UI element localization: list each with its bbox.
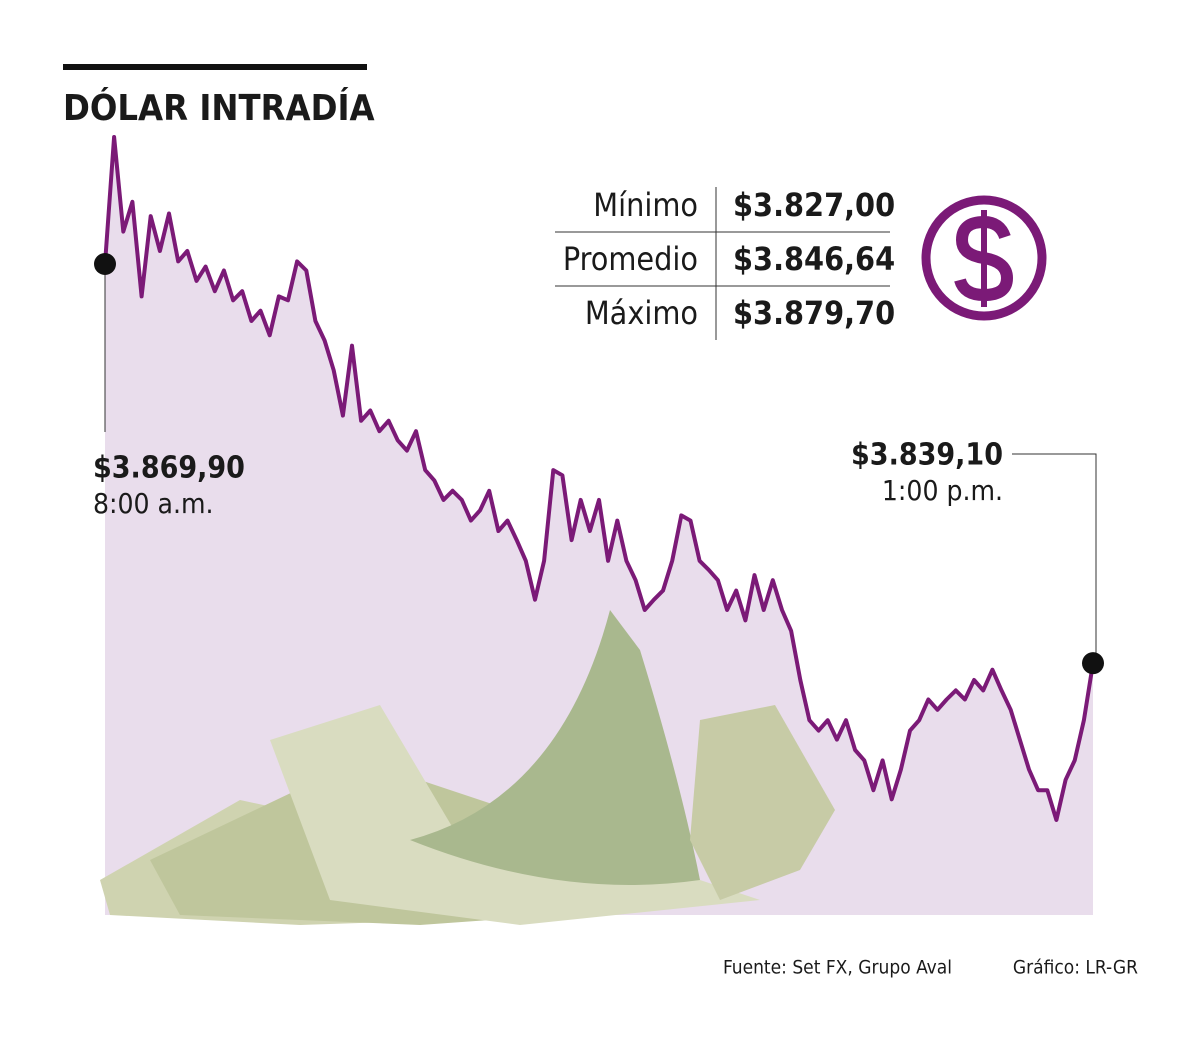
annotation-time: 1:00 p.m. xyxy=(882,474,1003,507)
endpoint xyxy=(94,253,116,276)
bill xyxy=(410,610,700,885)
stat-name: Máximo xyxy=(585,294,698,332)
dollar-icon xyxy=(921,195,1047,321)
endpoint xyxy=(1082,652,1104,675)
annotation-time: 8:00 a.m. xyxy=(93,487,214,520)
stat-name: Promedio xyxy=(563,240,698,278)
source: Fuente: Set FX, Grupo Aval xyxy=(723,957,952,979)
title-bar xyxy=(63,64,367,70)
stat-name: Mínimo xyxy=(593,186,698,224)
stat-value: $3.879,70 xyxy=(733,294,895,332)
icon-ring xyxy=(921,195,1047,321)
line xyxy=(103,135,1095,822)
credit: Gráfico: LR-GR xyxy=(1013,957,1138,979)
annotation-value: $3.869,90 xyxy=(93,451,245,486)
bill xyxy=(690,705,835,900)
callout-line xyxy=(1012,453,1097,663)
chart-title: DÓLAR INTRADÍA xyxy=(63,87,375,129)
money-illustration xyxy=(100,610,835,925)
annotation-value: $3.839,10 xyxy=(851,438,1003,473)
stat-value: $3.827,00 xyxy=(733,186,895,224)
stat-value: $3.846,64 xyxy=(733,240,895,278)
